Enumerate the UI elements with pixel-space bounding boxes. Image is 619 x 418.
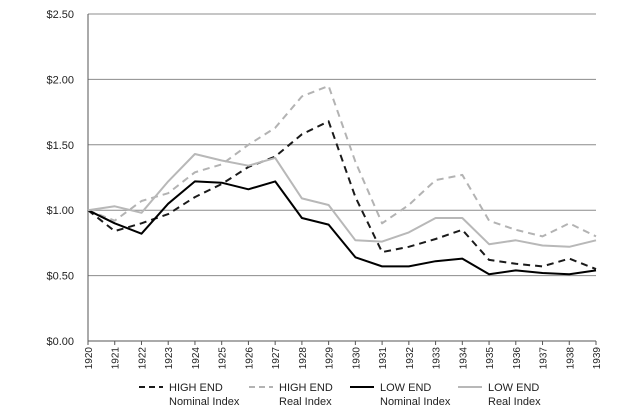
series-line-1 [87, 120, 597, 271]
legend: HIGH END Nominal Index HIGH END Real Index L… [139, 382, 541, 408]
x-tick-label: 1924 [191, 347, 202, 370]
series-lines [87, 84, 597, 276]
x-tick-label: 1928 [298, 347, 309, 370]
x-tick-label: 1927 [271, 347, 282, 370]
series-line-2 [87, 84, 597, 238]
y-tick-label: $1.50 [46, 140, 74, 152]
y-tick-label: $0.00 [46, 336, 74, 348]
x-tick-label: 1922 [137, 347, 148, 370]
series-line-3 [87, 180, 597, 276]
legend-label: Nominal Index [380, 396, 451, 408]
legend-label: LOW END [488, 382, 539, 394]
x-tick-label: 1934 [458, 347, 469, 370]
x-tick-label: 1933 [432, 347, 443, 370]
x-tick-label: 1938 [565, 347, 576, 370]
y-tick-label: $1.00 [46, 205, 74, 217]
y-axis-ticks: $0.00 $0.50 $1.00 $1.50 $2.00 $2.50 [46, 9, 74, 348]
x-tick-label: 1926 [244, 347, 255, 370]
series-line-4 [87, 153, 597, 248]
axes [87, 14, 597, 345]
x-tick-label: 1923 [164, 347, 175, 370]
y-tick-label: $2.50 [46, 9, 74, 21]
x-axis-ticks: 1920 1921 1922 1923 1924 1925 1926 1927 1928 1929… [84, 347, 603, 370]
x-tick-label: 1921 [111, 347, 122, 370]
gridlines [88, 13, 596, 277]
x-tick-label: 1939 [592, 347, 603, 370]
y-tick-label: $0.50 [46, 271, 74, 283]
x-tick-label: 1936 [512, 347, 523, 370]
x-tick-label: 1937 [539, 347, 550, 370]
legend-label: Real Index [488, 396, 541, 408]
legend-label: Nominal Index [169, 396, 240, 408]
x-tick-label: 1931 [378, 347, 389, 370]
legend-label: HIGH END [169, 382, 223, 394]
x-tick-label: 1925 [218, 347, 229, 370]
x-tick-label: 1929 [325, 347, 336, 370]
x-tick-label: 1930 [351, 347, 362, 370]
x-tick-label: 1935 [485, 347, 496, 370]
x-tick-label: 1920 [84, 347, 95, 370]
y-tick-label: $2.00 [46, 74, 74, 86]
legend-label: HIGH END [279, 382, 333, 394]
x-tick-label: 1932 [405, 347, 416, 370]
legend-label: Real Index [279, 396, 332, 408]
legend-label: LOW END [380, 382, 431, 394]
